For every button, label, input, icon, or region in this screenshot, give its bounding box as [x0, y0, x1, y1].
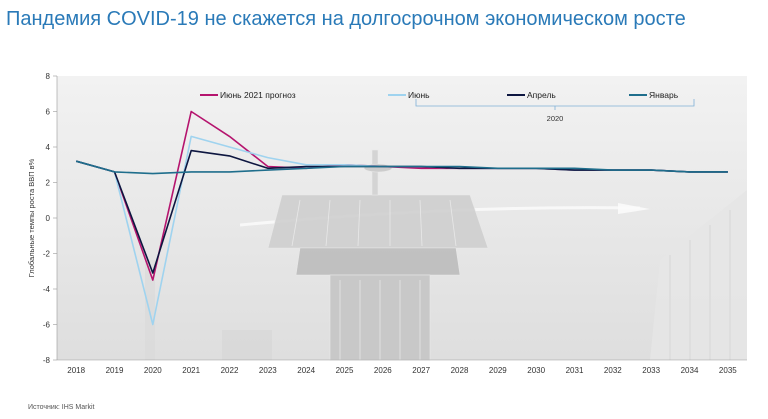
x-tick-label: 2031 — [566, 366, 584, 375]
x-tick-label: 2028 — [451, 366, 469, 375]
y-tick-label: 2 — [46, 179, 51, 188]
background-photo — [57, 76, 747, 361]
legend-label: Апрель — [527, 90, 556, 100]
y-axis-label: Глобальные темпы роста ВВП в% — [27, 158, 36, 277]
x-tick-label: 2022 — [221, 366, 239, 375]
source-note: Источник: IHS Markit — [28, 404, 95, 411]
y-tick-label: 8 — [46, 72, 51, 81]
x-tick-label: 2034 — [681, 366, 699, 375]
y-tick-label: 6 — [46, 108, 51, 117]
series-line-4 — [75, 160, 728, 175]
y-tick-label: -4 — [43, 285, 51, 294]
x-tick-label: 2029 — [489, 366, 507, 375]
x-tick-label: 2019 — [106, 366, 124, 375]
x-tick-label: 2030 — [527, 366, 545, 375]
legend-label: Июнь — [408, 90, 430, 100]
legend-label: Январь — [649, 90, 679, 100]
x-tick-label: 2032 — [604, 366, 622, 375]
x-tick-label: 2035 — [719, 366, 737, 375]
x-tick-label: 2023 — [259, 366, 277, 375]
x-tick-label: 2026 — [374, 366, 392, 375]
x-tick-label: 2027 — [412, 366, 430, 375]
y-tick-label: 0 — [46, 214, 51, 223]
legend-label: Июнь 2021 прогноз — [220, 90, 296, 100]
x-tick-label: 2021 — [182, 366, 200, 375]
y-tick-label: -8 — [43, 356, 51, 365]
page-title: Пандемия COVID-19 не скажется на долгоср… — [6, 8, 686, 30]
y-tick-label: -2 — [43, 250, 51, 259]
y-tick-label: -6 — [43, 321, 51, 330]
x-tick-label: 2024 — [297, 366, 315, 375]
x-tick-label: 2025 — [336, 366, 354, 375]
x-tick-label: 2033 — [642, 366, 660, 375]
x-tick-label: 2020 — [144, 366, 162, 375]
legend-group-label: 2020 — [547, 114, 564, 123]
x-tick-label: 2018 — [67, 366, 85, 375]
y-tick-label: 4 — [46, 143, 51, 152]
